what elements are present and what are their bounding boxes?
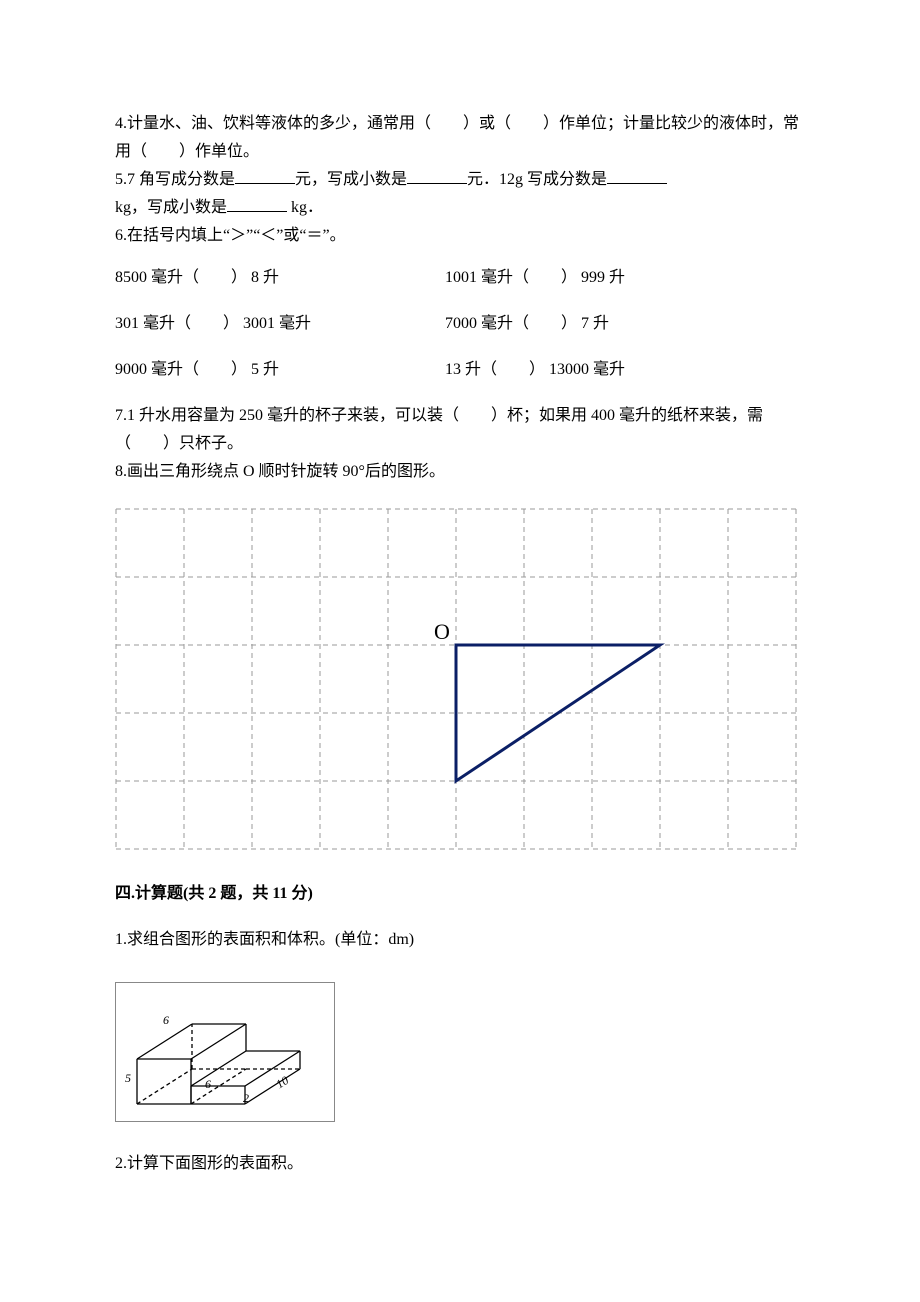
q5-suffix: kg． xyxy=(287,199,323,216)
q5-mid3: kg，写成小数是 xyxy=(115,199,227,216)
question-6-grid: 8500 毫升（ ） 8 升 1001 毫升（ ） 999 升 301 毫升（ … xyxy=(115,264,810,384)
question-6-intro: 6.在括号内填上“＞”“＜”或“＝”。 xyxy=(115,222,810,250)
q5-blank-2 xyxy=(407,167,467,184)
svg-text:O: O xyxy=(434,619,450,644)
q5-mid2: 元．12g 写成分数是 xyxy=(467,171,607,188)
q5-blank-3 xyxy=(607,167,667,184)
question-7: 7.1 升水用容量为 250 毫升的杯子来装，可以装（ ）杯；如果用 400 毫… xyxy=(115,402,810,458)
q6-cell: 9000 毫升（ ） 5 升 xyxy=(115,356,445,384)
q5-blank-1 xyxy=(235,167,295,184)
q5-blank-4 xyxy=(227,195,287,212)
q5-mid1: 元，写成小数是 xyxy=(295,171,407,188)
q6-cell: 301 毫升（ ） 3001 毫升 xyxy=(115,310,445,338)
q8-grid-svg: O xyxy=(115,508,807,852)
svg-text:6: 6 xyxy=(163,1013,169,1027)
question-8: 8.画出三角形绕点 O 顺时针旋转 90°后的图形。 xyxy=(115,458,810,486)
question-5: 5.7 角写成分数是 元，写成小数是 元．12g 写成分数是 kg，写成小数是 kg… xyxy=(115,166,810,222)
q6-cell: 7000 毫升（ ） 7 升 xyxy=(445,310,810,338)
page: 4.计量水、油、饮料等液体的多少，通常用（ ）或（ ）作单位；计量比较少的液体时… xyxy=(0,0,920,1302)
section4-q1-figure: 662105 xyxy=(115,982,810,1122)
q5-prefix: 5.7 角写成分数是 xyxy=(115,171,235,188)
question-4: 4.计量水、油、饮料等液体的多少，通常用（ ）或（ ）作单位；计量比较少的液体时… xyxy=(115,110,810,166)
svg-text:6: 6 xyxy=(205,1077,211,1091)
q6-row: 8500 毫升（ ） 8 升 1001 毫升（ ） 999 升 xyxy=(115,264,810,292)
svg-text:2: 2 xyxy=(243,1091,249,1105)
q6-row: 9000 毫升（ ） 5 升 13 升（ ） 13000 毫升 xyxy=(115,356,810,384)
q8-grid-figure: O xyxy=(115,508,810,852)
section-4-heading: 四.计算题(共 2 题，共 11 分) xyxy=(115,880,810,908)
q6-cell: 8500 毫升（ ） 8 升 xyxy=(115,264,445,292)
section4-q2-text: 2.计算下面图形的表面积。 xyxy=(115,1150,810,1178)
q6-cell: 1001 毫升（ ） 999 升 xyxy=(445,264,810,292)
composite-solid-svg: 662105 xyxy=(115,982,335,1122)
q6-cell: 13 升（ ） 13000 毫升 xyxy=(445,356,810,384)
section4-q1-text: 1.求组合图形的表面积和体积。(单位：dm) xyxy=(115,926,810,954)
svg-text:5: 5 xyxy=(125,1071,131,1085)
q6-row: 301 毫升（ ） 3001 毫升 7000 毫升（ ） 7 升 xyxy=(115,310,810,338)
